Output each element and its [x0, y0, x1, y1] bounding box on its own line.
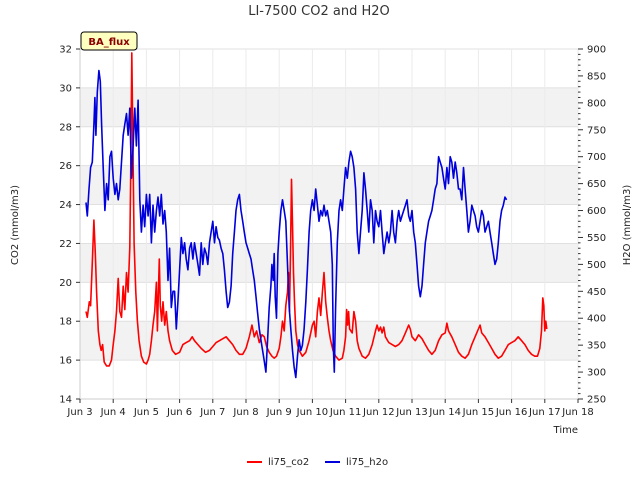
- grid-band: [80, 165, 578, 205]
- legend-label-h2o: li75_h2o: [346, 457, 388, 468]
- x-tick-label: Jun 14: [428, 407, 461, 418]
- y-tick-label-left: 14: [59, 395, 72, 406]
- x-tick-label: Jun 18: [561, 407, 594, 418]
- grid-band: [80, 87, 578, 127]
- plot-area: [85, 52, 548, 379]
- grid-bands: [79, 48, 579, 400]
- annotation-badge: BA_flux: [80, 31, 138, 51]
- y-tick-label-left: 30: [59, 83, 72, 94]
- y-tick-label-right: 500: [587, 260, 606, 271]
- grid-band: [80, 243, 578, 283]
- x-tick-label: Jun 3: [66, 407, 92, 418]
- y-tick-label-right: 400: [587, 314, 606, 325]
- annotation-badge-text: BA_flux: [88, 37, 130, 48]
- y-tick-label-right: 600: [587, 206, 606, 217]
- x-tick-label: Jun 6: [166, 407, 192, 418]
- y-axis-left-title: CO2 (mmol/m3): [10, 185, 21, 265]
- x-axis-title: Time: [553, 425, 578, 436]
- y-tick-label-right: 850: [587, 71, 606, 82]
- y-tick-label-right: 900: [587, 45, 606, 56]
- axes: [76, 48, 583, 403]
- y-tick-label-left: 24: [59, 200, 72, 211]
- y-axis-right-title: H2O (mmol/m3): [622, 185, 633, 266]
- tick-labels: 14 16 18 20 22 24 26 28 30 32 250 300 350 400 450 500 55…: [59, 45, 606, 419]
- y-tick-label-left: 26: [59, 161, 72, 172]
- y-tick-label-left: 18: [59, 317, 72, 328]
- series-line-li75_co2: [85, 52, 548, 367]
- x-tick-label: Jun 7: [199, 407, 225, 418]
- y-tick-label-right: 250: [587, 395, 606, 406]
- y-tick-label-left: 16: [59, 356, 72, 367]
- x-tick-label: Jun 13: [395, 407, 428, 418]
- x-tick-label: Jun 17: [528, 407, 561, 418]
- x-tick-label: Jun 10: [296, 407, 329, 418]
- legend: li75_co2 li75_h2o: [247, 457, 388, 468]
- series-line-li75_h2o: [85, 69, 508, 379]
- y-tick-label-right: 750: [587, 125, 606, 136]
- x-tick-label: Jun 4: [100, 407, 126, 418]
- y-tick-label-right: 550: [587, 233, 606, 244]
- x-tick-label: Jun 5: [133, 407, 159, 418]
- y-tick-label-left: 28: [59, 122, 72, 133]
- y-tick-label-left: 20: [59, 278, 72, 289]
- y-tick-label-left: 32: [59, 45, 72, 56]
- y-tick-label-right: 800: [587, 98, 606, 109]
- x-tick-label: Jun 12: [362, 407, 395, 418]
- y-tick-label-right: 650: [587, 179, 606, 190]
- x-tick-label: Jun 8: [232, 407, 258, 418]
- y-tick-label-right: 300: [587, 368, 606, 379]
- annotation-badge-box: [80, 31, 138, 51]
- x-tick-label: Jun 15: [462, 407, 495, 418]
- y-tick-label-right: 350: [587, 341, 606, 352]
- x-tick-label: Jun 11: [329, 407, 362, 418]
- y-tick-label-right: 450: [587, 287, 606, 298]
- x-tick-label: Jun 9: [266, 407, 292, 418]
- y-tick-label-left: 22: [59, 239, 72, 250]
- legend-label-co2: li75_co2: [268, 457, 309, 468]
- x-tick-label: Jun 16: [495, 407, 528, 418]
- chart-title: LI-7500 CO2 and H2O: [248, 4, 390, 19]
- y-tick-label-right: 700: [587, 152, 606, 163]
